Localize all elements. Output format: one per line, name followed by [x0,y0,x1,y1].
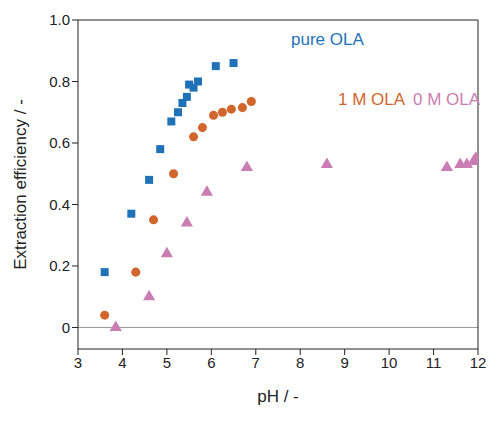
svg-text:1.0: 1.0 [49,11,70,28]
svg-text:12: 12 [470,354,487,371]
svg-text:3: 3 [74,354,82,371]
svg-text:10: 10 [381,354,398,371]
svg-text:5: 5 [163,354,171,371]
svg-text:0.4: 0.4 [49,196,70,213]
html-text:1 M OLA: 1 M OLA [338,90,406,109]
html-text:pure OLA: pure OLA [291,30,364,49]
svg-text:0.2: 0.2 [49,257,70,274]
svg-text:6: 6 [207,354,215,371]
svg-text:0: 0 [62,319,70,336]
svg-text:0.8: 0.8 [49,73,70,90]
html-text:0 M OLA: 0 M OLA [413,90,481,109]
svg-text:11: 11 [426,354,442,371]
svg-text:0.6: 0.6 [49,134,70,151]
svg-text:9: 9 [340,354,348,371]
svg-text:pH / -: pH / - [257,387,299,406]
svg-text:7: 7 [252,354,260,371]
svg-text:8: 8 [296,354,304,371]
svg-text:Extraction efficiency / -: Extraction efficiency / - [11,99,30,270]
svg-text:4: 4 [118,354,126,371]
